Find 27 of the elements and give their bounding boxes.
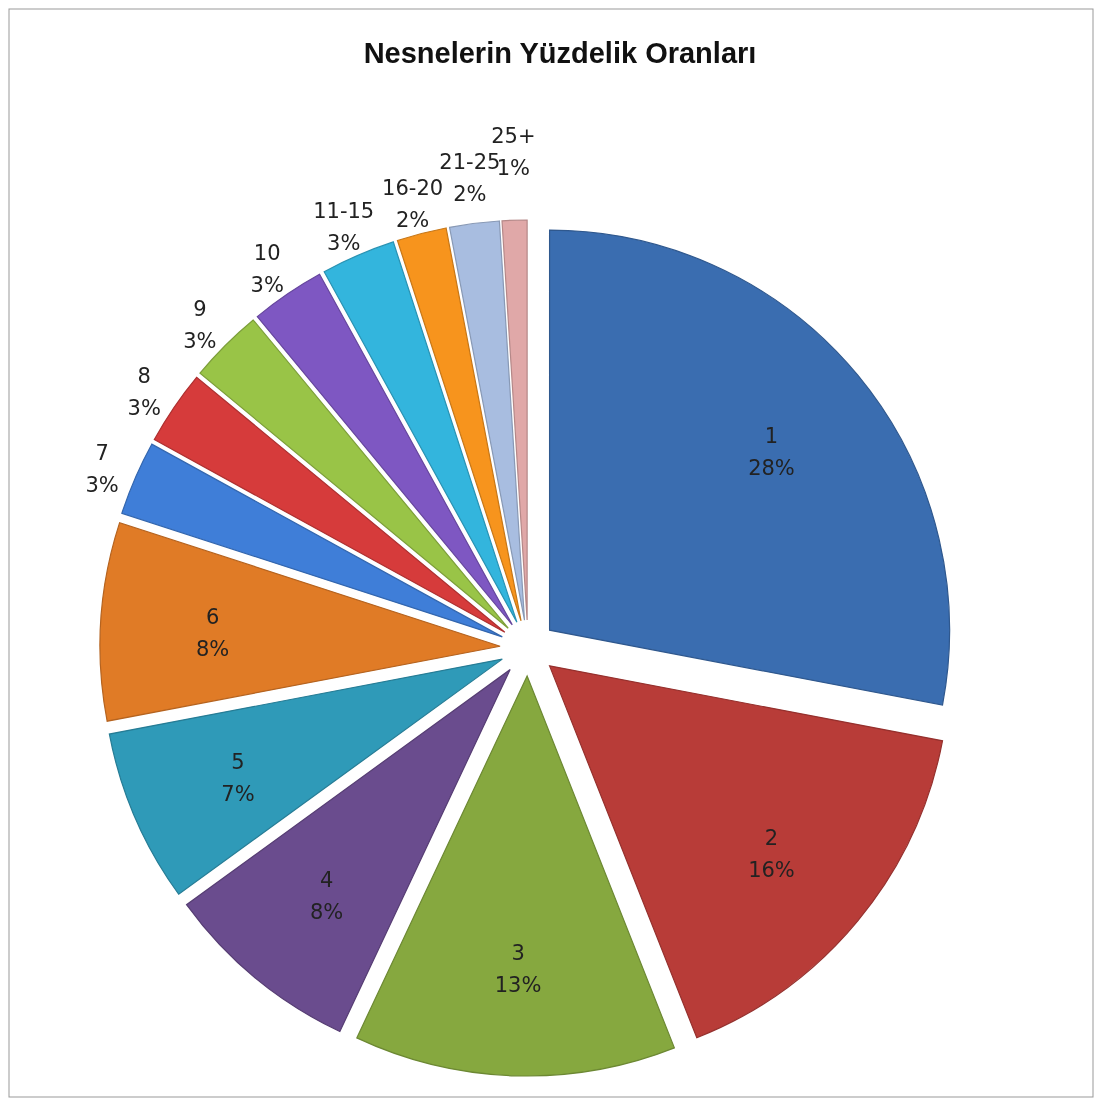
slice-label: 7 xyxy=(95,440,109,465)
data-label: 7% xyxy=(221,782,255,807)
slice-label: 5 xyxy=(231,750,245,775)
slice-label: 11-15 xyxy=(313,199,375,224)
slice-label: 2 xyxy=(764,826,779,851)
data-label: 3% xyxy=(127,396,161,421)
slice-label: 4 xyxy=(319,868,334,893)
slice-label: 6 xyxy=(205,605,220,630)
data-label: 3% xyxy=(85,472,119,497)
data-label: 2% xyxy=(395,207,430,232)
chart-title: Nesnelerin Yüzdelik Oranları xyxy=(363,37,757,69)
data-label: 8% xyxy=(195,637,230,662)
slice-label: 16-20 xyxy=(382,175,444,200)
data-label: 13% xyxy=(494,972,542,997)
slice-label: 8 xyxy=(137,364,151,389)
slice-label: 1 xyxy=(764,423,779,448)
data-label: 3% xyxy=(183,328,217,353)
slice-label: 9 xyxy=(193,296,207,321)
data-label: 16% xyxy=(748,858,795,883)
data-label: 3% xyxy=(327,231,361,256)
data-label: 28% xyxy=(748,455,795,480)
slice-label: 10 xyxy=(253,241,281,266)
data-label: 3% xyxy=(250,273,284,298)
data-label: 8% xyxy=(309,900,344,925)
slice-label: 3 xyxy=(511,940,525,965)
data-label: 2% xyxy=(453,181,487,206)
slice-label: 25+ xyxy=(491,123,536,148)
